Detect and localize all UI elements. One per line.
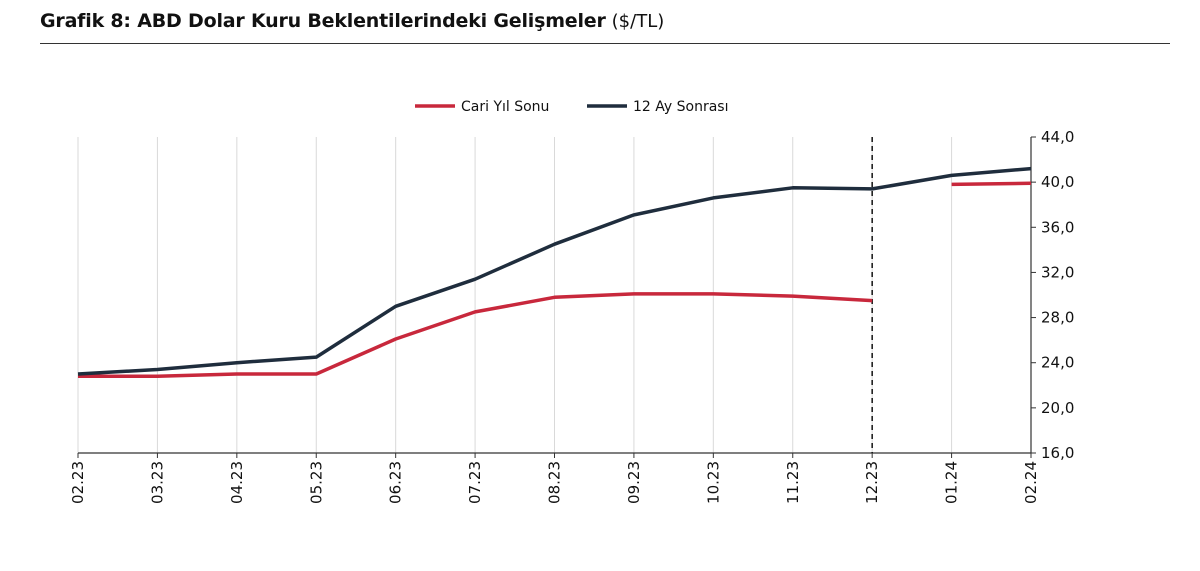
title-divider <box>40 43 1170 44</box>
y-tick-label: 36,0 <box>1041 218 1074 236</box>
x-tick-label: 02.23 <box>69 461 87 504</box>
chart-title-unit: ($/TL) <box>611 11 665 32</box>
series-line-12-ay-sonras- <box>77 166 1032 376</box>
x-tick-label: 12.23 <box>863 461 881 504</box>
x-tick-label: 06.23 <box>387 461 405 504</box>
y-tick-label: 24,0 <box>1041 354 1074 372</box>
x-tick-label: 09.23 <box>625 461 643 504</box>
x-tick-label: 11.23 <box>784 461 802 504</box>
legend-label-12-ay-sonras-: 12 Ay Sonrası <box>633 99 728 115</box>
chart-title-main: Grafik 8: ABD Dolar Kuru Beklentilerinde… <box>40 10 606 32</box>
series-line-cari-y-l-sonu <box>78 292 873 379</box>
y-tick-label: 20,0 <box>1041 399 1074 417</box>
x-tick-label: 02.24 <box>1022 461 1040 504</box>
series-lines <box>77 166 1032 379</box>
legend: Cari Yıl Sonu 12 Ay Sonrası <box>415 99 728 115</box>
chart-title: Grafik 8: ABD Dolar Kuru Beklentilerinde… <box>40 10 1170 42</box>
x-tick-label: 07.23 <box>466 461 484 504</box>
x-tick-label: 08.23 <box>546 461 564 504</box>
x-tick-label: 05.23 <box>307 461 325 504</box>
y-tick-label: 32,0 <box>1041 263 1074 281</box>
y-tick-label: 40,0 <box>1041 173 1074 191</box>
legend-label-cari-y-l-sonu: Cari Yıl Sonu <box>461 99 549 115</box>
y-tick-label: 28,0 <box>1041 309 1074 327</box>
x-tick-label: 04.23 <box>228 461 246 504</box>
axes: 16,0 20,0 24,0 28,0 32,0 36,0 40,0 44,0 02.23 03.… <box>69 128 1074 504</box>
y-tick-label: 44,0 <box>1041 128 1074 146</box>
series-line-cari-y-l-sonu-2024 <box>951 181 1032 187</box>
grid-lines <box>77 137 1032 453</box>
x-tick-label: 03.23 <box>148 461 166 504</box>
x-tick-label: 10.23 <box>704 461 722 504</box>
y-tick-label: 16,0 <box>1041 444 1074 462</box>
x-tick-label: 01.24 <box>943 461 961 504</box>
